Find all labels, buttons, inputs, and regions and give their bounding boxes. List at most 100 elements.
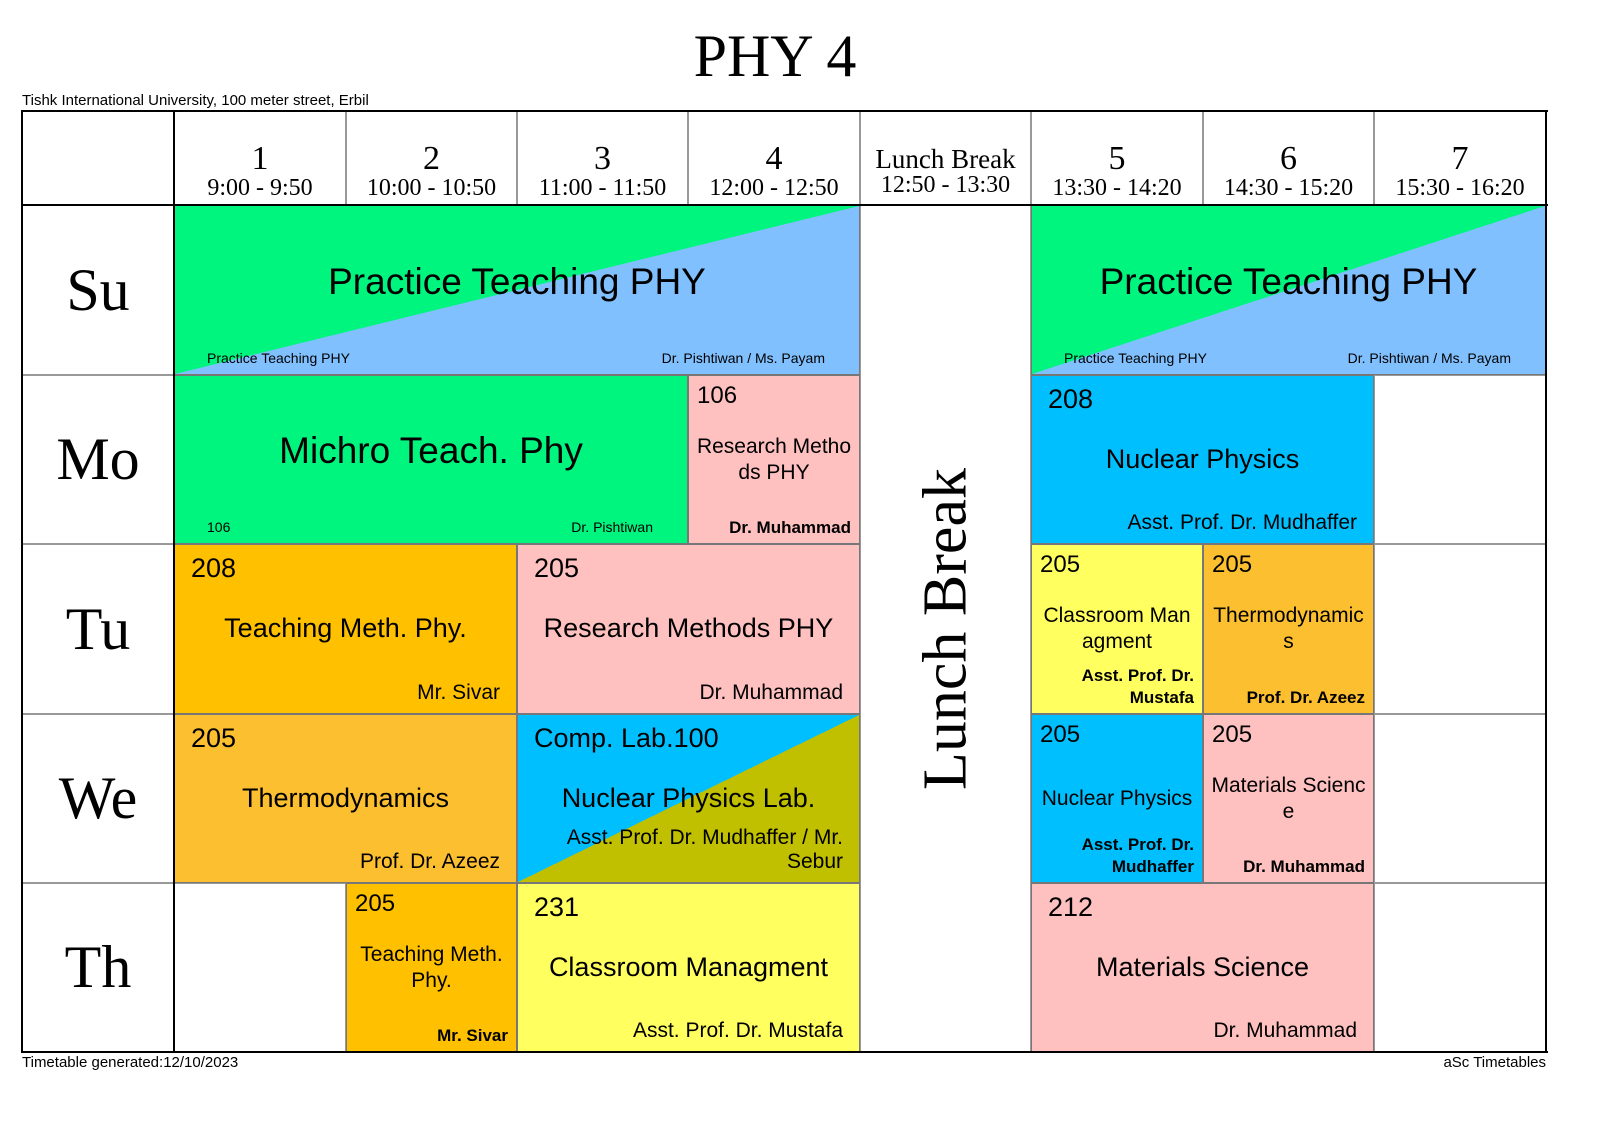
rule [1545, 110, 1547, 1053]
rule [173, 110, 175, 1053]
period-number: 7 [1451, 140, 1469, 177]
period-time: 9:00 - 9:50 [207, 175, 313, 201]
subject: Classroom Managment [1043, 603, 1191, 653]
teacher: Mr. Sivar [417, 681, 500, 704]
subject: Materials Science [1211, 773, 1366, 823]
lesson: 208 Nuclear Physics Asst. Prof. Dr. Mudhaf… [1031, 375, 1374, 544]
subject: Teaching Meth. Phy. [224, 613, 467, 644]
subject: Research Methods PHY [543, 613, 834, 644]
room: 205 [534, 553, 580, 583]
teacher: Dr. Muhammad [1243, 856, 1365, 876]
note: 106 [207, 519, 231, 535]
teacher: Asst. Prof. Dr. Mustafa [1081, 665, 1194, 707]
subject: Thermodynamics [1213, 603, 1364, 653]
subject: Practice Teaching PHY [328, 260, 706, 302]
teacher: Asst. Prof. Dr. Mudhaffer [1081, 834, 1194, 876]
empty-cell [1374, 883, 1546, 1052]
subject: Thermodynamics [241, 782, 450, 813]
day-label: Tu [22, 544, 174, 714]
room: Comp. Lab.100 [534, 723, 719, 753]
teacher: Asst. Prof. Dr. Mustafa [632, 1019, 843, 1042]
day-label: Mo [22, 375, 174, 544]
subject: Michro Teach. Phy [279, 430, 583, 472]
room: 205 [1212, 551, 1253, 578]
room: 212 [1048, 892, 1094, 922]
lesson: 231 Classroom Managment Asst. Prof. Dr. Mu… [517, 883, 860, 1052]
lesson: 205 Nuclear Physics Asst. Prof. Dr. Mudhaf… [1031, 714, 1203, 883]
empty-cell [1374, 714, 1546, 883]
subject: Nuclear Physics [1105, 443, 1300, 474]
teacher: Dr. Pishtiwan / Ms. Payam [1347, 350, 1511, 366]
teacher: Prof. Dr. Azeez [1246, 687, 1365, 707]
teacher: Asst. Prof. Dr. Mudhaffer [1127, 511, 1357, 534]
lunch-time: 12:50 - 13:30 [880, 172, 1011, 198]
lesson: 205 Thermodynamics Prof. Dr. Azeez [174, 714, 517, 883]
subject: Classroom Managment [548, 951, 829, 982]
room: 205 [355, 890, 396, 917]
teacher: Mr. Sivar [437, 1025, 508, 1045]
room: 205 [191, 723, 237, 753]
teacher: Prof. Dr. Azeez [359, 850, 500, 873]
lesson: 205 Classroom Managment Asst. Prof. Dr. Mu… [1031, 544, 1203, 714]
empty-cell [1374, 375, 1546, 544]
period-number: 6 [1280, 140, 1297, 177]
generated-note: Timetable generated:12/10/2023 [22, 1054, 239, 1071]
period-time: 10:00 - 10:50 [366, 175, 497, 201]
period-time: 14:30 - 15:20 [1223, 175, 1354, 201]
rule [21, 110, 1548, 112]
lesson: Comp. Lab.100 Nuclear Physics Lab. Asst. P… [517, 714, 860, 883]
note: Practice Teaching PHY [207, 350, 350, 366]
empty-cell [1374, 544, 1546, 714]
subject: Research Methods PHY [696, 434, 852, 484]
lesson: 205 Research Methods PHY Dr. Muhammad [517, 544, 860, 714]
teacher: Dr. Pishtiwan [571, 519, 653, 535]
lesson: 205 Teaching Meth. Phy. Mr. Sivar [346, 883, 517, 1052]
lunch-header: Lunch Break 12:50 - 13:30 [860, 111, 1031, 205]
period-header: 4 12:00 - 12:50 [688, 111, 860, 205]
period-header: 6 14:30 - 15:20 [1203, 111, 1374, 205]
teacher: Dr. Pishtiwan / Ms. Payam [661, 350, 825, 366]
day-label: Su [22, 205, 174, 375]
period-number: 5 [1108, 140, 1126, 177]
lunch-column: Lunch Break [860, 205, 1031, 1052]
room: 208 [1048, 384, 1094, 414]
rule [21, 110, 23, 1053]
rule [21, 204, 1548, 206]
teacher: Dr. Muhammad [729, 517, 851, 537]
subject: Nuclear Physics [1041, 786, 1193, 810]
period-number: 4 [765, 140, 783, 177]
subject: Practice Teaching PHY [1099, 260, 1478, 302]
room: 205 [1040, 721, 1081, 748]
period-header: 1 9:00 - 9:50 [174, 111, 346, 205]
lesson: 208 Teaching Meth. Phy. Mr. Sivar [174, 544, 517, 714]
brand: aSc Timetables [1443, 1054, 1546, 1071]
room: 205 [1212, 721, 1253, 748]
corner-cell [22, 111, 174, 205]
teacher: Dr. Muhammad [699, 681, 843, 704]
room: 231 [534, 892, 580, 922]
period-time: 11:00 - 11:50 [538, 175, 667, 201]
period-number: 3 [594, 140, 611, 177]
note: Practice Teaching PHY [1064, 350, 1207, 366]
day-label: Th [22, 883, 174, 1052]
period-header: 5 13:30 - 14:20 [1031, 111, 1203, 205]
period-header: 3 11:00 - 11:50 [517, 111, 688, 205]
period-number: 2 [423, 140, 440, 177]
period-header: 7 15:30 - 16:20 [1374, 111, 1546, 205]
lesson: 212 Materials Science Dr. Muhammad [1031, 883, 1374, 1052]
teacher: Asst. Prof. Dr. Mudhaffer / Mr. Sebur [566, 826, 843, 873]
subject: Teaching Meth. Phy. [360, 942, 503, 992]
period-number: 1 [251, 140, 269, 177]
room: 208 [191, 553, 237, 583]
title: PHY 4 [693, 23, 857, 89]
lunch-banner: Lunch Break [911, 467, 979, 790]
lunch-title: Lunch Break [875, 144, 1016, 174]
room: 106 [697, 382, 738, 409]
lesson: 205 Materials Science Dr. Muhammad [1203, 714, 1374, 883]
subject: Materials Science [1095, 951, 1310, 982]
subtitle: Tishk International University, 100 mete… [22, 92, 369, 109]
empty-cell [174, 883, 346, 1052]
day-label: We [22, 714, 174, 883]
